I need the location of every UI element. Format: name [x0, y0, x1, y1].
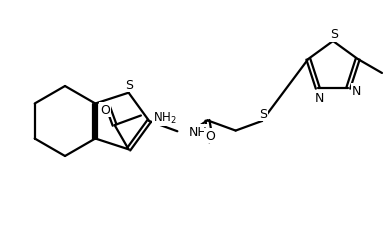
- Text: S: S: [125, 79, 134, 92]
- Text: S: S: [259, 108, 267, 121]
- Text: O: O: [205, 130, 215, 143]
- Text: N: N: [352, 84, 361, 97]
- Text: N: N: [315, 91, 325, 104]
- Text: NH: NH: [189, 125, 207, 138]
- Text: O: O: [100, 104, 110, 116]
- Text: NH$_2$: NH$_2$: [153, 110, 177, 126]
- Text: S: S: [330, 28, 338, 41]
